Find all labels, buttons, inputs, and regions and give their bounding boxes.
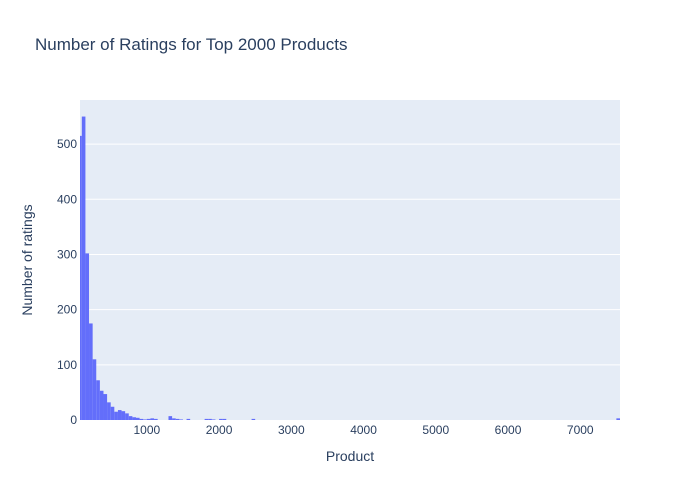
histogram-bar xyxy=(208,418,212,420)
x-tick-label: 5000 xyxy=(422,423,449,437)
histogram-bar xyxy=(117,410,122,420)
histogram-bar xyxy=(85,253,90,420)
x-tick-label: 1000 xyxy=(133,423,160,437)
x-tick-label: 4000 xyxy=(350,423,377,437)
grid-lines xyxy=(80,143,620,366)
histogram-bar xyxy=(96,380,100,420)
histogram-bar xyxy=(143,419,147,420)
histogram-bar xyxy=(179,419,183,420)
histogram-bar xyxy=(175,418,180,420)
histogram-bar xyxy=(99,390,104,420)
histogram-bar xyxy=(132,417,136,420)
histogram-bar xyxy=(168,416,173,420)
x-tick-label: 7000 xyxy=(567,423,594,437)
histogram-bar xyxy=(150,418,155,420)
histogram-bar xyxy=(219,418,223,420)
plot-area xyxy=(80,100,620,420)
histogram-bar xyxy=(146,418,151,420)
histogram-bar xyxy=(251,418,256,420)
histogram-bar xyxy=(139,418,144,420)
y-tick-label: 0 xyxy=(70,413,77,427)
x-tick-label: 6000 xyxy=(495,423,522,437)
histogram-bar xyxy=(114,411,118,420)
x-tick-label: 3000 xyxy=(278,423,305,437)
x-axis-ticks: 1000 2000 3000 4000 5000 6000 7000 xyxy=(133,423,593,437)
histogram-bar xyxy=(204,418,209,420)
histogram-bar xyxy=(222,418,227,420)
histogram-bar xyxy=(616,418,620,420)
y-tick-label: 200 xyxy=(57,303,77,317)
y-axis-title: Number of ratings xyxy=(19,204,35,315)
histogram-bar xyxy=(125,413,129,420)
histogram-bar xyxy=(172,418,176,420)
y-axis-ticks: 0 100 200 300 400 500 xyxy=(57,137,77,427)
y-tick-label: 300 xyxy=(57,247,77,261)
histogram-bar xyxy=(80,135,82,421)
histogram-bar xyxy=(107,402,111,420)
histogram-bar xyxy=(211,419,216,420)
x-tick-label: 2000 xyxy=(206,423,233,437)
histogram-bar xyxy=(135,417,140,420)
histogram-bar xyxy=(81,116,86,420)
histogram-bar xyxy=(110,406,115,420)
bar-series xyxy=(80,116,620,421)
histogram-bar xyxy=(92,359,97,420)
y-tick-label: 400 xyxy=(57,192,77,206)
chart-title: Number of Ratings for Top 2000 Products xyxy=(35,35,347,54)
y-tick-label: 500 xyxy=(57,137,77,151)
x-axis-title: Product xyxy=(326,448,374,464)
histogram-bar xyxy=(186,418,191,420)
histogram-bar xyxy=(128,416,133,420)
y-tick-label: 100 xyxy=(57,358,77,372)
histogram-bar xyxy=(121,411,126,420)
histogram-bar xyxy=(154,418,158,420)
histogram-bar xyxy=(89,323,93,420)
histogram-bar xyxy=(103,394,108,420)
